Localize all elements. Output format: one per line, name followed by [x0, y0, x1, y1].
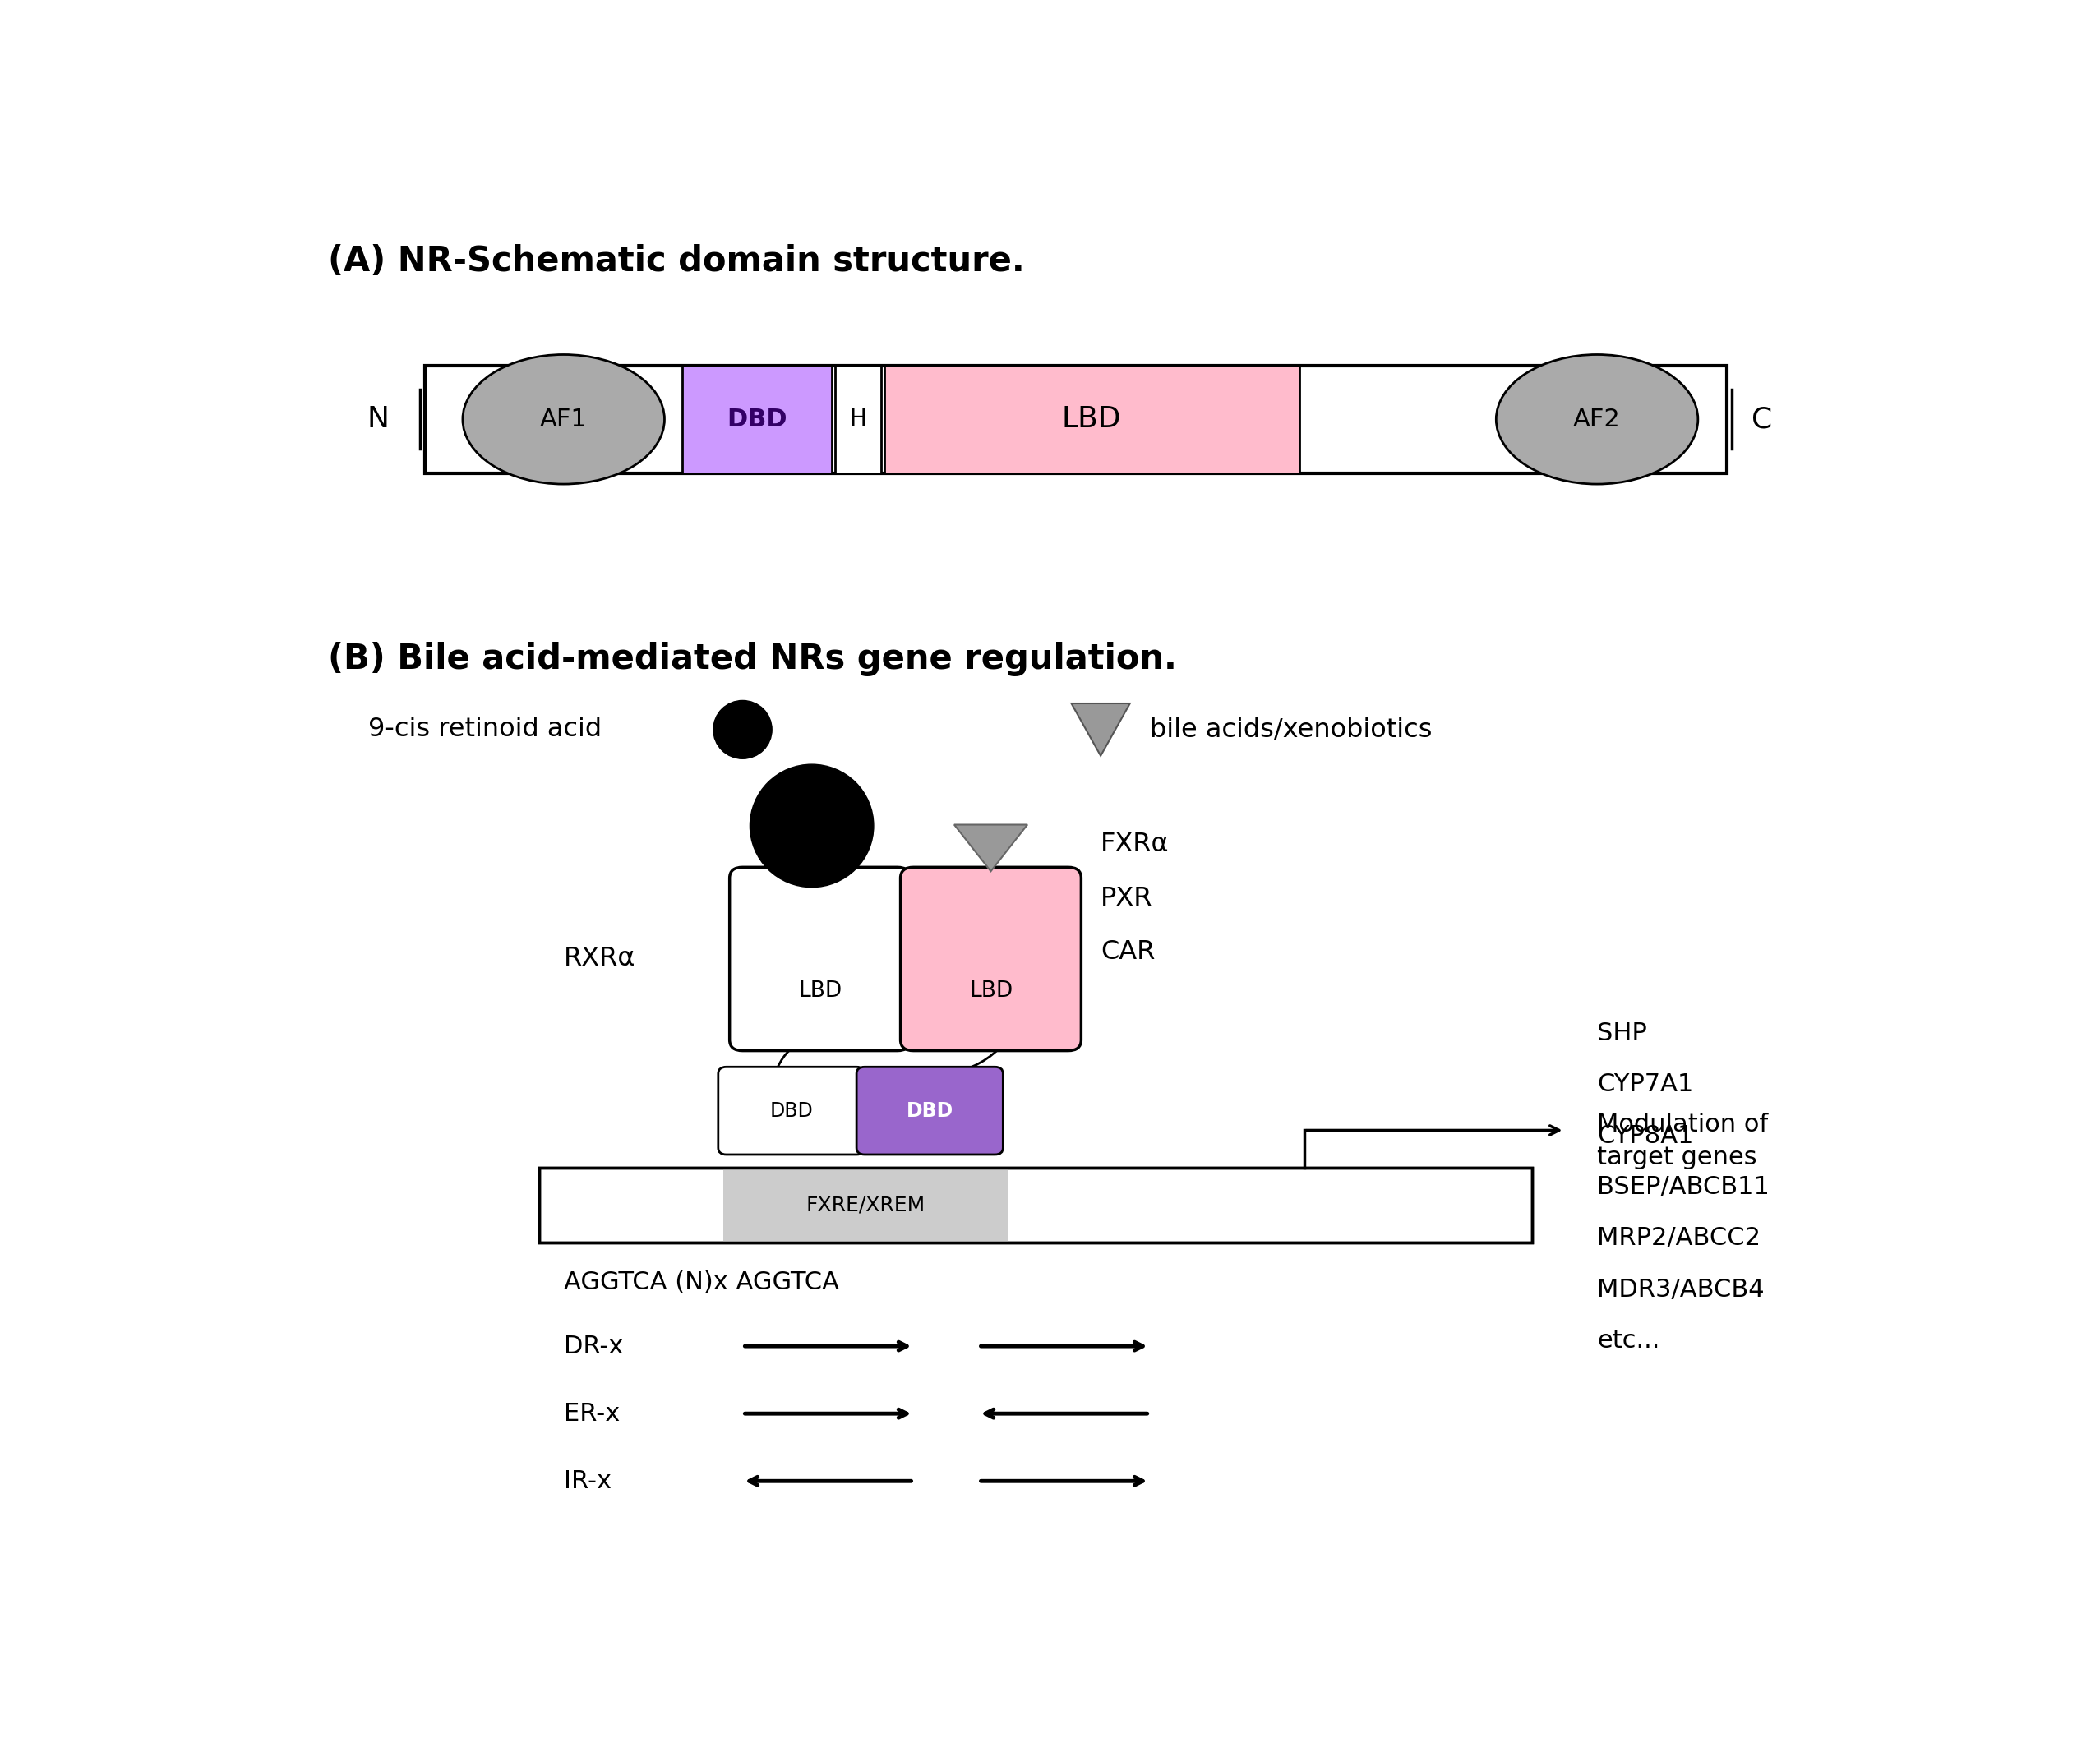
- Bar: [424, 366, 1728, 473]
- Bar: [722, 1169, 1008, 1242]
- Text: ER-x: ER-x: [563, 1402, 619, 1426]
- Text: IR-x: IR-x: [563, 1470, 611, 1493]
- Polygon shape: [953, 825, 1027, 871]
- Text: FXRα: FXRα: [1100, 832, 1170, 857]
- Text: Modulation of
target genes: Modulation of target genes: [1596, 1113, 1768, 1170]
- FancyBboxPatch shape: [901, 867, 1082, 1051]
- Text: CAR: CAR: [1100, 939, 1155, 965]
- Text: AGGTCA (N)x AGGTCA: AGGTCA (N)x AGGTCA: [563, 1270, 838, 1295]
- Text: LBD: LBD: [968, 981, 1012, 1002]
- Bar: [836, 366, 882, 473]
- Ellipse shape: [462, 354, 664, 484]
- Bar: [884, 366, 1300, 473]
- Text: CYP8A1: CYP8A1: [1596, 1123, 1693, 1148]
- Text: H: H: [850, 408, 867, 431]
- Text: DBD: DBD: [907, 1100, 953, 1121]
- Text: AF2: AF2: [1573, 408, 1621, 431]
- Bar: [540, 1169, 1533, 1242]
- Text: DBD: DBD: [771, 1100, 813, 1121]
- Bar: [682, 366, 832, 473]
- Text: (B) Bile acid-mediated NRs gene regulation.: (B) Bile acid-mediated NRs gene regulati…: [328, 641, 1176, 676]
- Text: MDR3/ABCB4: MDR3/ABCB4: [1596, 1277, 1764, 1302]
- Text: DR-x: DR-x: [563, 1335, 624, 1358]
- Text: BSEP/ABCB11: BSEP/ABCB11: [1596, 1176, 1770, 1198]
- Text: LBD: LBD: [798, 981, 842, 1002]
- Text: DBD: DBD: [727, 408, 788, 431]
- Text: AF1: AF1: [540, 408, 588, 431]
- Text: etc...: etc...: [1596, 1328, 1659, 1353]
- Ellipse shape: [750, 764, 874, 887]
- Text: FXRE/XREM: FXRE/XREM: [806, 1195, 926, 1216]
- Text: PXR: PXR: [1100, 885, 1153, 911]
- Text: SHP: SHP: [1596, 1021, 1646, 1046]
- Bar: [540, 1169, 1533, 1242]
- Text: MRP2/ABCC2: MRP2/ABCC2: [1596, 1226, 1760, 1251]
- Text: LBD: LBD: [1063, 405, 1121, 433]
- Text: (A) NR-Schematic domain structure.: (A) NR-Schematic domain structure.: [328, 244, 1025, 279]
- Text: bile acids/xenobiotics: bile acids/xenobiotics: [1149, 717, 1432, 743]
- Text: C: C: [1751, 405, 1772, 433]
- Text: CYP7A1: CYP7A1: [1596, 1072, 1693, 1097]
- Text: RXRα: RXRα: [563, 946, 636, 972]
- Text: N: N: [368, 405, 388, 433]
- FancyBboxPatch shape: [729, 867, 909, 1051]
- FancyBboxPatch shape: [857, 1067, 1004, 1155]
- Ellipse shape: [1495, 354, 1699, 484]
- Text: 9-cis retinoid acid: 9-cis retinoid acid: [368, 717, 603, 743]
- Ellipse shape: [714, 701, 773, 759]
- Polygon shape: [1071, 704, 1130, 755]
- FancyBboxPatch shape: [718, 1067, 865, 1155]
